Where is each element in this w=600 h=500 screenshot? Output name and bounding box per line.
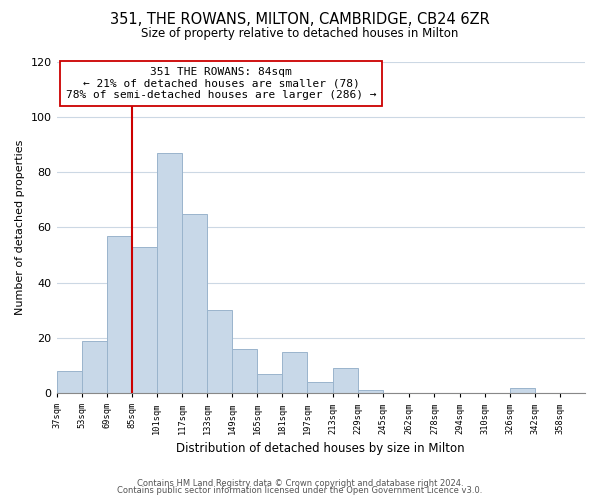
- Bar: [257, 374, 283, 393]
- Bar: [232, 349, 257, 393]
- Bar: [82, 340, 107, 393]
- Bar: [307, 382, 332, 393]
- Text: Size of property relative to detached houses in Milton: Size of property relative to detached ho…: [142, 28, 458, 40]
- Bar: [56, 371, 82, 393]
- Y-axis label: Number of detached properties: Number of detached properties: [15, 140, 25, 315]
- Bar: [157, 152, 182, 393]
- Bar: [207, 310, 232, 393]
- Bar: [107, 236, 132, 393]
- Bar: [283, 352, 307, 393]
- Text: 351, THE ROWANS, MILTON, CAMBRIDGE, CB24 6ZR: 351, THE ROWANS, MILTON, CAMBRIDGE, CB24…: [110, 12, 490, 28]
- Bar: [510, 388, 535, 393]
- Bar: [332, 368, 358, 393]
- Bar: [358, 390, 383, 393]
- Bar: [132, 246, 157, 393]
- X-axis label: Distribution of detached houses by size in Milton: Distribution of detached houses by size …: [176, 442, 465, 455]
- Bar: [182, 214, 207, 393]
- Text: Contains public sector information licensed under the Open Government Licence v3: Contains public sector information licen…: [118, 486, 482, 495]
- Text: 351 THE ROWANS: 84sqm
← 21% of detached houses are smaller (78)
78% of semi-deta: 351 THE ROWANS: 84sqm ← 21% of detached …: [66, 67, 376, 100]
- Text: Contains HM Land Registry data © Crown copyright and database right 2024.: Contains HM Land Registry data © Crown c…: [137, 478, 463, 488]
